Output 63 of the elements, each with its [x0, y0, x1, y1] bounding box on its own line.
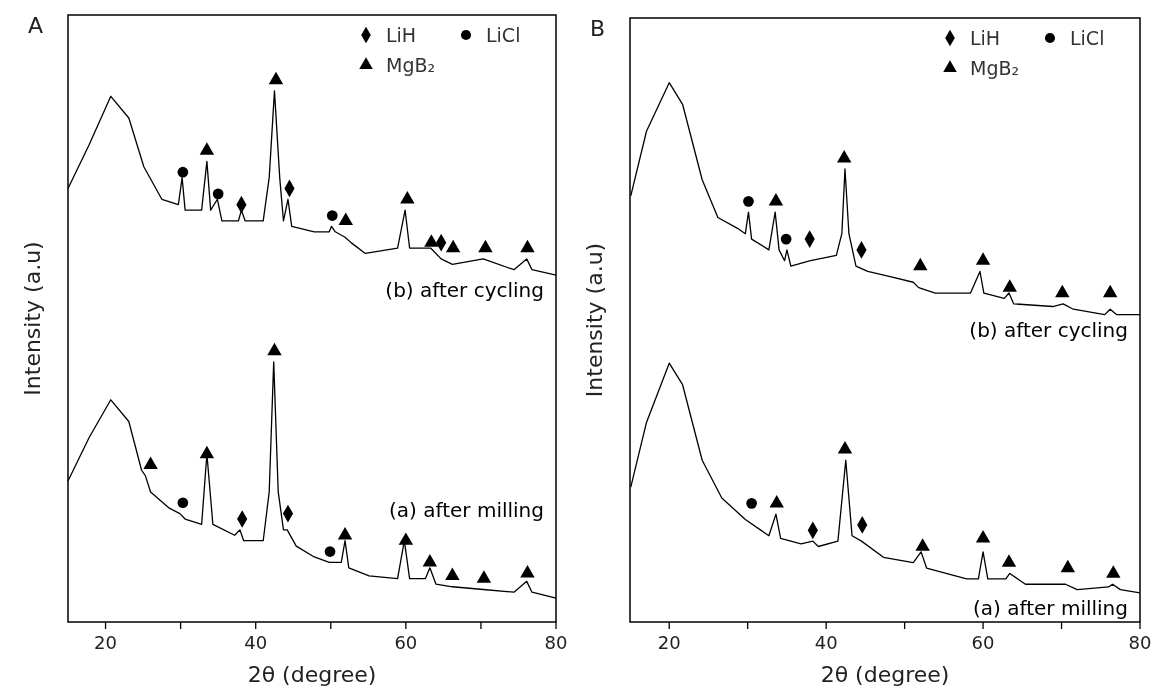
point: [400, 190, 415, 204]
point: [177, 166, 189, 178]
point: [267, 342, 282, 356]
x-tick-label: 60: [971, 632, 995, 653]
x-tick-label: 20: [657, 632, 681, 653]
point: [769, 495, 784, 508]
point: [975, 530, 991, 543]
point: [1001, 554, 1017, 567]
point: [326, 210, 338, 221]
point: [520, 239, 535, 253]
point: [177, 497, 189, 509]
point: [768, 193, 784, 206]
legend-label: LiH: [386, 24, 417, 46]
y-axis-title: Intensity (a.u): [582, 242, 607, 398]
point: [478, 239, 493, 253]
x-tick-label: 40: [814, 632, 838, 653]
x-tick-label: 80: [544, 632, 568, 653]
point: [268, 71, 284, 85]
point: [422, 554, 438, 567]
series-label: (b) after cycling: [385, 278, 544, 303]
point: [424, 234, 439, 247]
point: [746, 498, 757, 509]
point: [398, 532, 414, 545]
point: [836, 149, 852, 163]
point: [338, 212, 353, 226]
series-label: (b) after cycling: [969, 317, 1128, 342]
point: [143, 456, 158, 469]
chart-title: A: [28, 13, 44, 38]
legend-label: LiCl: [1070, 27, 1105, 49]
x-axis-title: 2θ (degree): [247, 662, 377, 687]
point: [913, 257, 928, 271]
point: [199, 445, 215, 459]
series-label: (a) after milling: [973, 595, 1128, 620]
point: [1106, 565, 1121, 578]
point: [975, 252, 991, 265]
point: [324, 546, 336, 557]
point: [915, 538, 930, 551]
point: [476, 570, 492, 583]
point: [743, 196, 754, 207]
point: [1002, 279, 1017, 292]
point: [1102, 284, 1118, 298]
point: [337, 526, 353, 540]
legend-label: LiH: [970, 27, 1001, 49]
point: [837, 441, 853, 454]
x-tick-label: 80: [1128, 632, 1152, 653]
y-axis-title: Intensity (a.u): [20, 241, 45, 396]
legend-label: MgB₂: [970, 57, 1020, 79]
point: [445, 239, 461, 253]
point: [212, 188, 224, 200]
point: [445, 567, 460, 581]
x-tick-label: 20: [94, 632, 117, 653]
point: [1060, 559, 1076, 573]
point: [1055, 284, 1070, 298]
chart-title: B: [590, 16, 606, 41]
legend-label: MgB₂: [386, 54, 436, 76]
series-label: (a) after milling: [389, 497, 544, 522]
point: [520, 564, 535, 578]
legend-label: LiCl: [486, 24, 521, 46]
x-axis-title: 2θ (degree): [820, 662, 950, 687]
point: [199, 142, 215, 155]
point: [780, 233, 792, 245]
x-tick-label: 60: [394, 632, 418, 653]
x-tick-label: 40: [244, 632, 268, 653]
